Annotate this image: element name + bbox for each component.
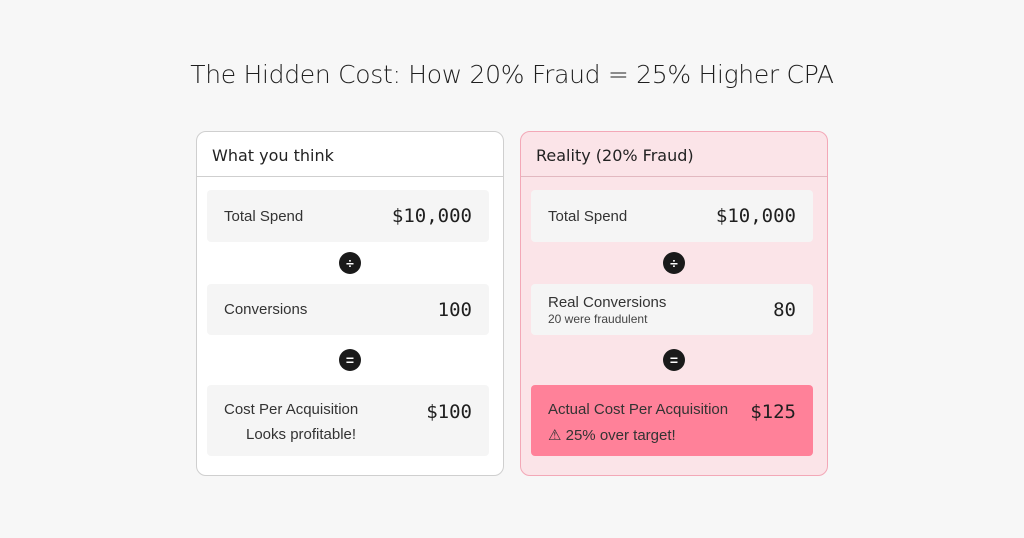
total-spend-row: Total Spend $10,000 [531, 190, 813, 242]
total-spend-label: Total Spend [548, 207, 628, 225]
page-title: The Hidden Cost: How 20% Fraud = 25% Hig… [190, 60, 834, 89]
actual-cpa-value: $125 [750, 401, 796, 423]
total-spend-value: $10,000 [391, 205, 472, 227]
cpa-value: $100 [426, 401, 472, 423]
fraud-note: 20 were fraudulent [548, 311, 648, 326]
total-spend-value: $10,000 [715, 205, 796, 227]
warning-icon: ⚠ [548, 427, 562, 444]
conversions-row: Conversions 100 [207, 284, 489, 335]
card-header: What you think [197, 132, 503, 177]
cpa-row: Cost Per Acquisition Looks profitable! $… [207, 385, 489, 456]
cpa-note: Looks profitable! [246, 426, 357, 443]
real-conversions-label: Real Conversions [548, 293, 667, 311]
over-target-note: 25% over target! [565, 427, 676, 444]
actual-cpa-label: Actual Cost Per Acquisition [548, 401, 729, 418]
total-spend-label: Total Spend [224, 207, 304, 225]
conversions-value: 100 [437, 298, 472, 321]
total-spend-row: Total Spend $10,000 [207, 190, 489, 242]
what-you-think-card: What you think Total Spend $10,000 ÷ Con… [196, 131, 504, 476]
real-conversions-value: 80 [773, 298, 796, 321]
cpa-label: Cost Per Acquisition [224, 401, 359, 418]
actual-cpa-row: Actual Cost Per Acquisition ⚠ 25% over t… [531, 385, 813, 456]
divide-icon: ÷ [339, 252, 361, 274]
equals-icon: = [339, 349, 361, 371]
conversions-label: Conversions [224, 301, 308, 318]
reality-card: Reality (20% Fraud) Total Spend $10,000 … [520, 131, 828, 476]
real-conversions-row: Real Conversions 20 were fraudulent 80 [531, 284, 813, 335]
equals-icon: = [663, 349, 685, 371]
divide-icon: ÷ [663, 252, 685, 274]
card-header: Reality (20% Fraud) [521, 132, 827, 177]
